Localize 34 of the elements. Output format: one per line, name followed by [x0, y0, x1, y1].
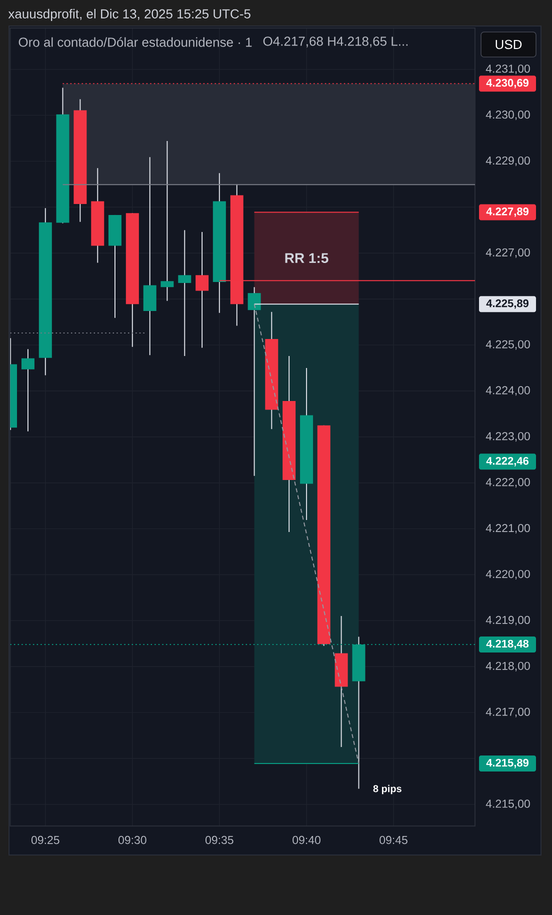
text: RR 1:5: [285, 253, 328, 264]
chart-title: xauusdprofit, el Dic 13, 2025 15:25 UTC-5: [8, 8, 250, 22]
text: Oro al contado/Dólar estadounidense · 1: [18, 37, 252, 47]
annotation: O4.217,68 H4.218,65 L...: [263, 36, 408, 48]
y-tick-label: 4.229,00: [486, 156, 530, 166]
x-tick-label: 09:40: [292, 836, 320, 844]
y-tick-label: 4.215,00: [486, 800, 530, 810]
y-tick-label: 4.225,00: [486, 340, 530, 350]
candlestick: [21, 348, 34, 432]
y-tick-label: 4.221,00: [486, 524, 530, 534]
y-tick-label: 4.222,00: [486, 478, 530, 488]
y-tick-label: 4.223,00: [486, 432, 530, 442]
y2-tick-label: 4.215,89: [486, 758, 529, 768]
y2-tick-label: 4.230,69: [486, 78, 529, 88]
y-tick-label: 4.230,00: [486, 110, 530, 120]
candlestick: [160, 140, 174, 302]
y-tick-label: 4.217,00: [486, 708, 530, 718]
x-tick-label: 09:45: [380, 836, 408, 844]
y2-tick-label: 4.227,89: [486, 208, 529, 217]
y-tick-label: 4.220,00: [486, 570, 530, 580]
candlestick: [178, 230, 192, 357]
y-tick-label: 4.224,00: [486, 386, 530, 396]
x-tick-label: 09:25: [31, 836, 60, 844]
y-tick-label: 4.219,00: [486, 616, 530, 626]
y-tick-label: 4.231,00: [486, 64, 530, 74]
y2-tick-label: 4.218,48: [486, 640, 529, 650]
y-tick-label: 4.227,00: [486, 248, 530, 258]
y2-tick-label: 4.222,46: [486, 456, 529, 466]
y2-tick-label: 4.225,89: [486, 299, 529, 309]
y-axis-title: USD: [496, 40, 522, 50]
x-tick-label: 09:35: [205, 836, 234, 844]
y-tick-label: 4.218,00: [486, 662, 530, 672]
x-tick-label: 09:30: [118, 836, 146, 844]
text: 8 pips: [373, 784, 402, 794]
